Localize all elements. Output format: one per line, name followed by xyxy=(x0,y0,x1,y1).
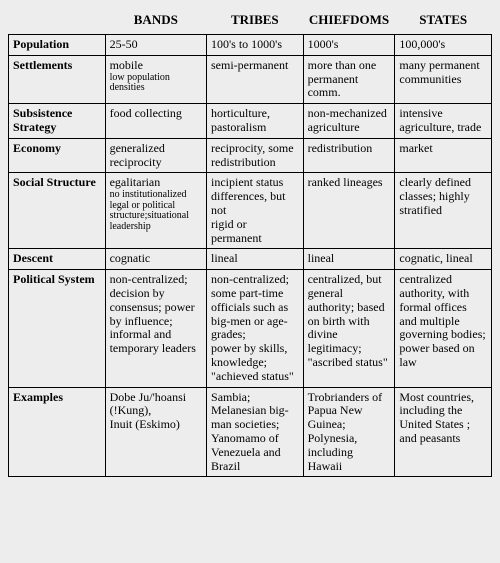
cell: Most countries, including the United Sta… xyxy=(395,387,492,477)
cell: semi-permanent xyxy=(207,55,304,103)
cell: lineal xyxy=(207,249,304,270)
cell: cognatic xyxy=(105,249,206,270)
header-row: BANDS TRIBES CHIEFDOMS STATES xyxy=(9,8,492,35)
cell: Trobrianders of Papua New Guinea; Polyne… xyxy=(303,387,395,477)
cell: clearly defined classes; highly stratifi… xyxy=(395,173,492,249)
cell: egalitarianno institutionalized legal or… xyxy=(105,173,206,249)
col-header-bands: BANDS xyxy=(105,8,206,35)
cell: intensive agriculture, trade xyxy=(395,104,492,139)
cell: market xyxy=(395,138,492,173)
row-label: Subsistence Strategy xyxy=(9,104,106,139)
table-row: Settlementsmobilelow population densitie… xyxy=(9,55,492,103)
cell-main: mobile xyxy=(110,58,143,72)
cell: non-mechanized agriculture xyxy=(303,104,395,139)
row-label: Settlements xyxy=(9,55,106,103)
cell-sub: no institutionalized legal or political … xyxy=(110,190,202,232)
table-row: Population25-50100's to 1000's1000's100,… xyxy=(9,35,492,56)
cell: reciprocity, some redistribution xyxy=(207,138,304,173)
cell: 25-50 xyxy=(105,35,206,56)
cell-sub: low population densities xyxy=(110,73,202,94)
table-body: Population25-50100's to 1000's1000's100,… xyxy=(9,35,492,477)
cell: food collecting xyxy=(105,104,206,139)
row-label: Examples xyxy=(9,387,106,477)
table-row: ExamplesDobe Ju/'hoansi (!Kung),Inuit (E… xyxy=(9,387,492,477)
col-header-tribes: TRIBES xyxy=(207,8,304,35)
cell: Dobe Ju/'hoansi (!Kung),Inuit (Eskimo) xyxy=(105,387,206,477)
header-blank xyxy=(9,8,106,35)
table-row: Economygeneralized reciprocityreciprocit… xyxy=(9,138,492,173)
table-row: Political Systemnon-centralized; decisio… xyxy=(9,270,492,387)
row-label: Economy xyxy=(9,138,106,173)
society-types-table: BANDS TRIBES CHIEFDOMS STATES Population… xyxy=(8,8,492,477)
cell: non-centralized; some part-time official… xyxy=(207,270,304,387)
table-row: Descentcognaticlineallinealcognatic, lin… xyxy=(9,249,492,270)
cell: generalized reciprocity xyxy=(105,138,206,173)
cell: 100's to 1000's xyxy=(207,35,304,56)
cell: cognatic, lineal xyxy=(395,249,492,270)
cell: incipient status differences, but notrig… xyxy=(207,173,304,249)
cell: many permanent communities xyxy=(395,55,492,103)
cell: redistribution xyxy=(303,138,395,173)
cell: 1000's xyxy=(303,35,395,56)
cell: more than one permanent comm. xyxy=(303,55,395,103)
col-header-states: STATES xyxy=(395,8,492,35)
table-row: Social Structureegalitarianno institutio… xyxy=(9,173,492,249)
cell-main: egalitarian xyxy=(110,175,161,189)
row-label: Social Structure xyxy=(9,173,106,249)
table-row: Subsistence Strategyfood collectinghorti… xyxy=(9,104,492,139)
cell: ranked lineages xyxy=(303,173,395,249)
cell: non-centralized; decision by consensus; … xyxy=(105,270,206,387)
cell: lineal xyxy=(303,249,395,270)
row-label: Population xyxy=(9,35,106,56)
cell: 100,000's xyxy=(395,35,492,56)
row-label: Descent xyxy=(9,249,106,270)
row-label: Political System xyxy=(9,270,106,387)
col-header-chiefdoms: CHIEFDOMS xyxy=(303,8,395,35)
cell: Sambia; Melanesian big-man societies; Ya… xyxy=(207,387,304,477)
cell: centralized, but general authority; base… xyxy=(303,270,395,387)
cell: mobilelow population densities xyxy=(105,55,206,103)
cell: centralized authority, with formal offic… xyxy=(395,270,492,387)
cell: horticulture, pastoralism xyxy=(207,104,304,139)
